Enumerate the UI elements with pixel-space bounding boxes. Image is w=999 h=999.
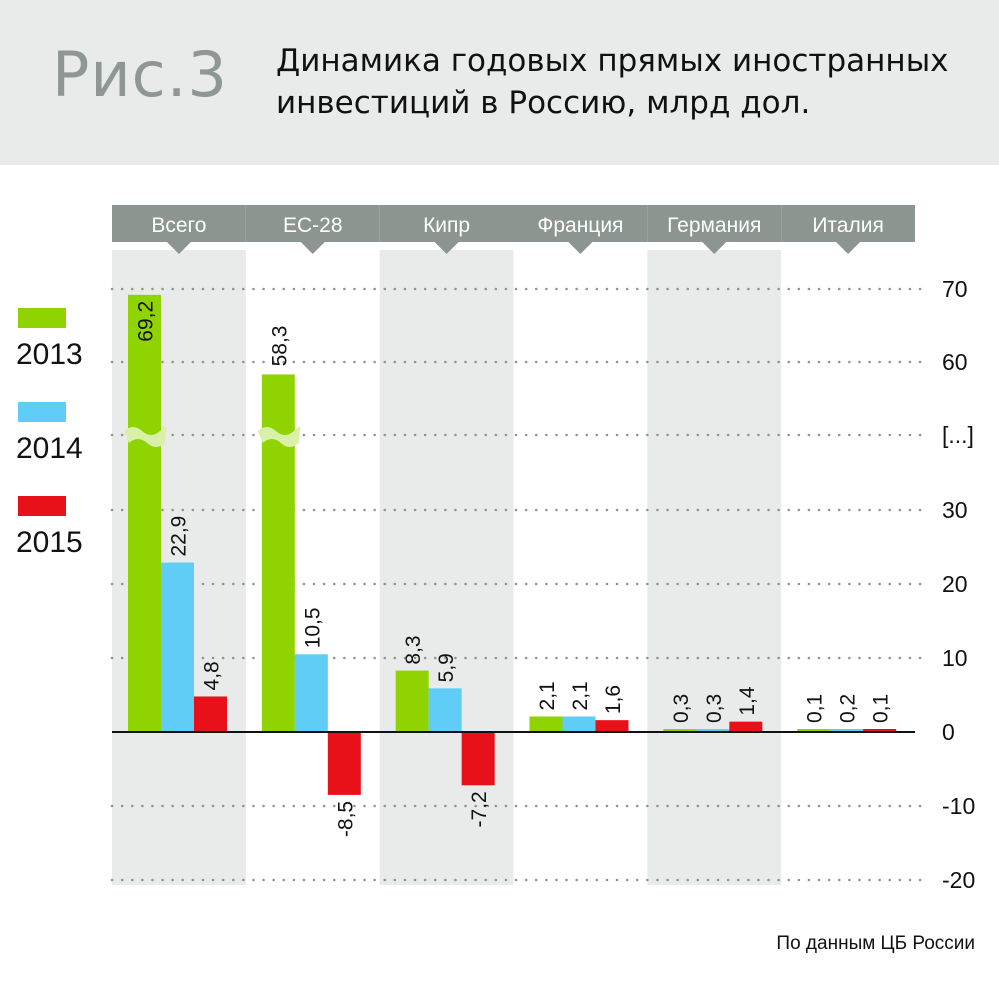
y-tick-label: 30 — [942, 497, 968, 523]
bar — [529, 716, 563, 732]
category-label: Всего — [151, 214, 206, 237]
bar — [327, 732, 361, 795]
legend-swatch — [18, 402, 66, 422]
data-label: 69,2 — [135, 301, 158, 342]
header-band: Рис.3 Динамика годовых прямых иностранны… — [0, 0, 999, 165]
bar — [461, 732, 495, 786]
data-label: 4,8 — [201, 661, 224, 690]
bar — [729, 721, 763, 732]
figure-label: Рис.3 — [52, 38, 228, 111]
bar — [294, 654, 328, 732]
category-label: Кипр — [423, 214, 470, 237]
axis-break-mark — [257, 427, 301, 447]
bar — [863, 729, 897, 732]
bar — [562, 716, 596, 732]
bar — [428, 688, 462, 732]
data-label: 0,3 — [703, 694, 726, 723]
column-shade — [379, 250, 514, 885]
bar — [595, 720, 629, 732]
data-label: 0,1 — [870, 694, 893, 723]
bar — [194, 696, 227, 732]
data-label: 58,3 — [268, 326, 291, 367]
bar — [161, 562, 194, 732]
column-shade — [647, 250, 782, 885]
category-header — [245, 205, 380, 254]
data-label: 22,9 — [168, 516, 191, 557]
bar — [797, 729, 831, 732]
data-label: 0,1 — [804, 694, 827, 723]
bar — [128, 294, 161, 732]
data-label: 1,6 — [602, 685, 625, 714]
data-label: 2,1 — [569, 681, 592, 710]
category-label: Германия — [667, 214, 761, 237]
category-header — [112, 205, 246, 254]
legend-label: 2013 — [16, 338, 83, 371]
legend-label: 2015 — [16, 526, 83, 559]
category-header — [647, 205, 782, 254]
y-tick-label: -20 — [942, 867, 975, 893]
data-label: -7,2 — [468, 791, 491, 827]
chart-title: Динамика годовых прямых иностранных инве… — [276, 43, 949, 121]
y-tick-label: 0 — [942, 719, 955, 745]
data-label: 8,3 — [402, 635, 425, 664]
y-tick-label: -10 — [942, 793, 975, 819]
y-tick-label: [...] — [942, 422, 974, 448]
y-tick-label: 20 — [942, 571, 968, 597]
legend-label: 2014 — [16, 432, 83, 465]
source-note: По данным ЦБ России — [776, 933, 975, 954]
y-tick-label: 10 — [942, 645, 968, 671]
category-header — [513, 205, 648, 254]
data-label: 5,9 — [435, 653, 458, 682]
bar — [663, 729, 697, 732]
data-label: 2,1 — [536, 681, 559, 710]
category-label: Италия — [812, 214, 884, 237]
category-header — [379, 205, 514, 254]
bar — [395, 670, 429, 732]
data-label: 1,4 — [736, 686, 759, 716]
bar — [696, 729, 730, 732]
data-label: 10,5 — [301, 607, 324, 648]
data-label: 0,3 — [670, 694, 693, 723]
y-tick-label: 60 — [942, 349, 968, 375]
data-label: -8,5 — [334, 801, 357, 837]
bar — [830, 729, 864, 732]
legend-swatch — [18, 496, 66, 516]
category-label: Франция — [537, 214, 623, 237]
y-tick-label: 70 — [942, 276, 968, 302]
category-header — [781, 205, 915, 254]
axis-break-mark — [124, 427, 167, 447]
category-label: ЕС-28 — [283, 214, 343, 237]
data-label: 0,2 — [837, 694, 860, 723]
legend-swatch — [18, 308, 66, 328]
